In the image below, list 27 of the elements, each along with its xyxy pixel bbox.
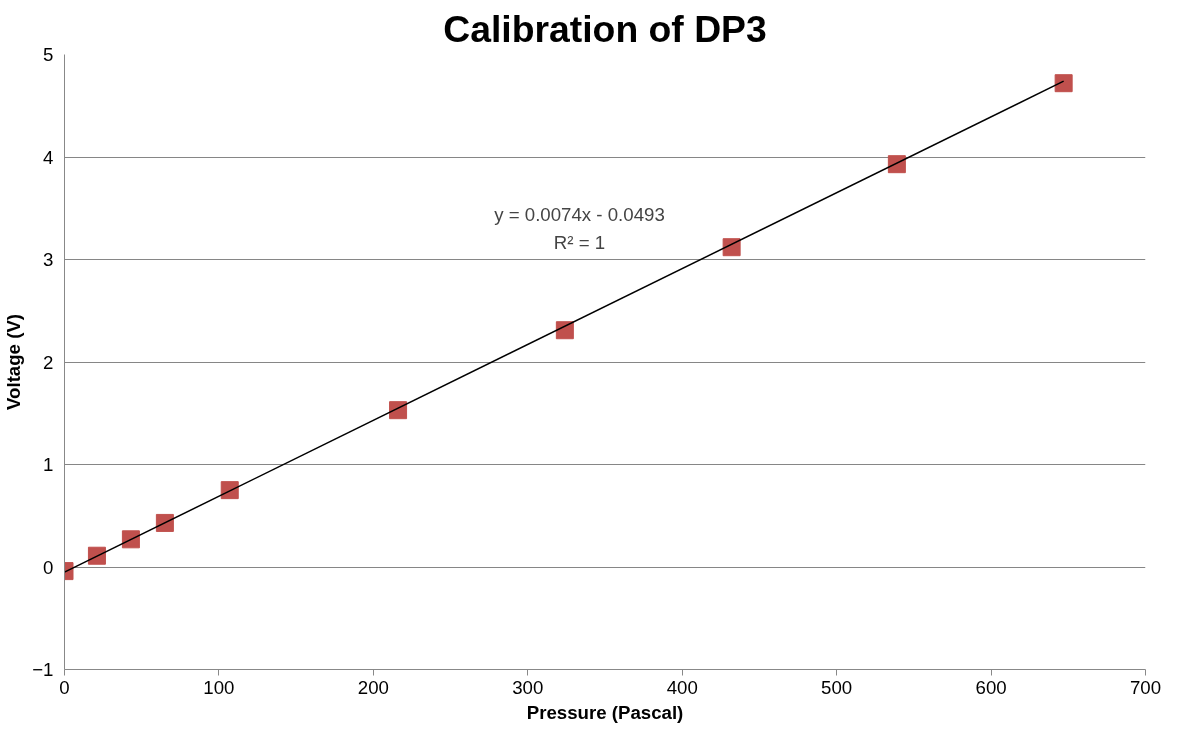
annotation: R² = 1: [553, 231, 606, 253]
y-tick-label: 1: [43, 454, 54, 475]
point: [87, 546, 106, 565]
y-tick-label: 4: [43, 146, 54, 168]
x-tick-label: 100: [203, 676, 235, 698]
point: [1054, 74, 1073, 93]
x-axis-title: Pressure (Pascal): [526, 701, 684, 723]
x-tick-label: 0: [59, 676, 70, 698]
point: [722, 238, 741, 257]
annotation: y = 0.0074x - 0.0493: [494, 203, 665, 225]
chart-title: Calibration of DP3: [443, 7, 767, 50]
x-tick-label: 600: [975, 676, 1007, 698]
y-tick-label: 2: [43, 351, 54, 373]
point: [389, 401, 408, 420]
y-tick-label: 3: [43, 249, 54, 270]
y-tick-label: 0: [43, 556, 54, 578]
x-tick-label: 200: [357, 676, 389, 698]
x-tick-label: 300: [512, 676, 544, 698]
y-axis-title: Voltage (V): [3, 313, 25, 411]
x-tick-label: 700: [1129, 676, 1162, 698]
y-tick-label: 5: [43, 44, 54, 65]
x-tick-label: 400: [666, 676, 698, 698]
point: [220, 481, 239, 500]
x-tick-label: 500: [821, 676, 853, 698]
y-tick-label: −1: [32, 659, 54, 680]
point: [155, 513, 174, 532]
point: [555, 321, 574, 340]
